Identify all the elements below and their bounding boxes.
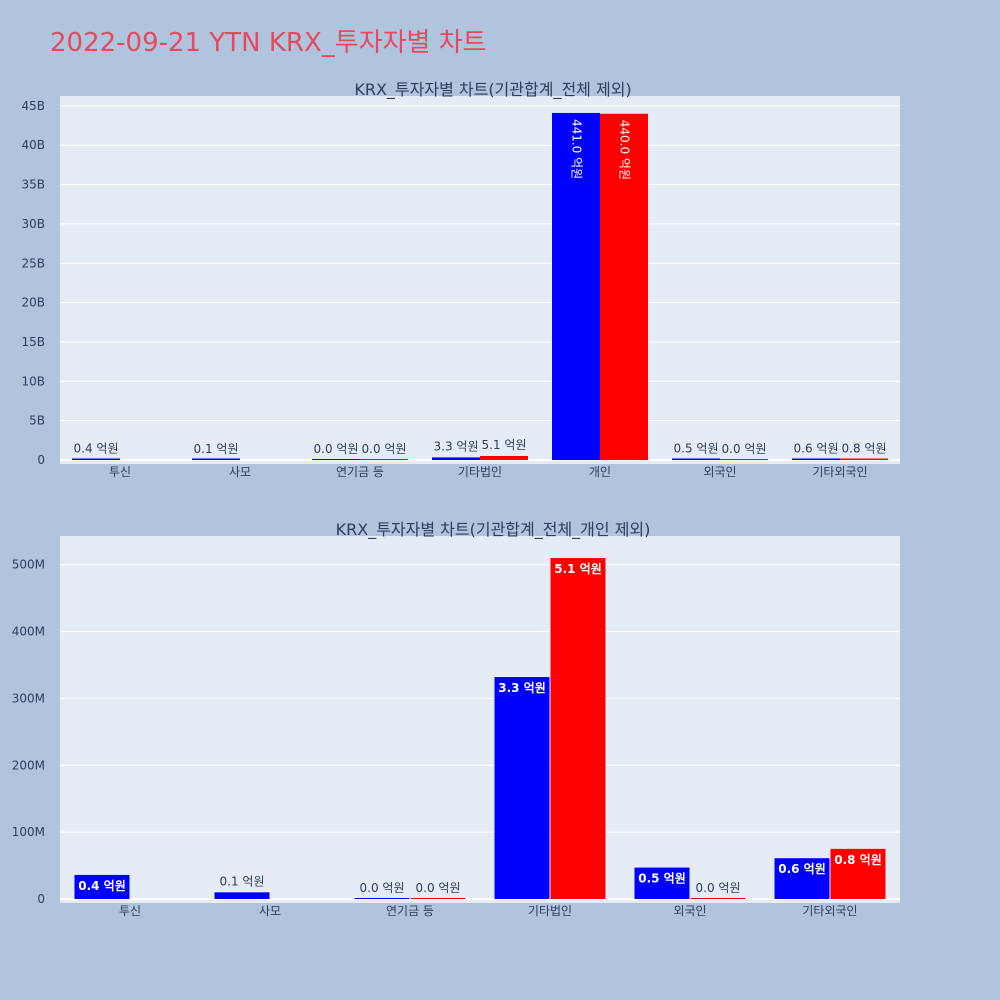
- data-label: 0.6 억원: [778, 862, 826, 876]
- y-tick-label: 0: [37, 453, 45, 467]
- data-label: 0.0 억원: [314, 442, 359, 456]
- data-label: 0.1 억원: [220, 874, 265, 888]
- x-tick-label: 투신: [119, 904, 141, 918]
- bar: [74, 874, 130, 899]
- y-tick-label: 5B: [29, 414, 45, 428]
- bar: [192, 458, 240, 460]
- data-label: 0.0 억원: [416, 881, 461, 895]
- x-tick-label: 투신: [109, 465, 131, 479]
- plot-area: [60, 96, 900, 464]
- data-label: 0.0 억원: [362, 442, 407, 456]
- bar: [480, 455, 528, 460]
- data-label: 3.3 억원: [434, 439, 479, 453]
- bar: [672, 458, 720, 460]
- bar: [360, 459, 408, 460]
- bar: [552, 112, 600, 460]
- y-tick-label: 35B: [21, 178, 45, 192]
- x-tick-label: 사모: [229, 465, 251, 479]
- x-tick-label: 기타법인: [528, 904, 572, 918]
- plot-area: [60, 536, 900, 903]
- bar: [72, 458, 120, 460]
- data-label: 0.8 억원: [834, 853, 882, 867]
- y-tick-label: 15B: [21, 335, 45, 349]
- data-label: 0.5 억원: [674, 442, 719, 456]
- page-title: 2022-09-21 YTN KRX_투자자별 차트: [50, 28, 487, 58]
- chart-2: 0 100M 200M 300M 400M 500M KRX_투자자별 차트(기관합계_전체…: [12, 520, 900, 918]
- y-tick-label: 45B: [21, 99, 45, 113]
- bar: [600, 113, 648, 460]
- data-label: 0.0 억원: [696, 881, 741, 895]
- x-tick-label: 기타법인: [458, 465, 502, 479]
- bar: [720, 459, 768, 460]
- bar: [690, 898, 746, 899]
- data-label: 0.0 억원: [360, 881, 405, 895]
- data-label: 0.4 억원: [78, 879, 126, 893]
- bar: [410, 898, 466, 899]
- y-tick-label: 0: [37, 892, 45, 906]
- y-tick-label: 20B: [21, 296, 45, 310]
- chart-title: KRX_투자자별 차트(기관합계_전체_개인 제외): [336, 520, 651, 540]
- data-label: 0.6 억원: [794, 442, 839, 456]
- y-tick-label: 30B: [21, 217, 45, 231]
- y-tick-label: 25B: [21, 256, 45, 270]
- y-tick-label: 300M: [12, 691, 45, 705]
- bar: [792, 458, 840, 460]
- y-tick-label: 400M: [12, 625, 45, 639]
- data-label: 0.0 억원: [722, 442, 767, 456]
- y-tick-label: 500M: [12, 558, 45, 572]
- chart-1: 0 5B 10B 15B 20B 25B 30B 35B 40B 45B KRX_투자자별 차트(기…: [21, 80, 900, 479]
- data-label: 5.1 억원: [482, 438, 527, 452]
- bar: [432, 457, 480, 460]
- bar: [634, 867, 690, 899]
- data-label: 0.4 억원: [74, 442, 119, 456]
- y-tick-label: 40B: [21, 138, 45, 152]
- x-tick-label: 연기금 등: [386, 904, 434, 918]
- x-tick-label: 개인: [589, 465, 611, 479]
- x-tick-label: 외국인: [703, 465, 736, 479]
- bar: [774, 858, 830, 899]
- chart-title: KRX_투자자별 차트(기관합계_전체 제외): [354, 80, 631, 100]
- x-tick-label: 외국인: [673, 904, 706, 918]
- data-label: 441.0 억원: [570, 119, 584, 179]
- data-label: 440.0 억원: [618, 120, 632, 180]
- y-tick-label: 200M: [12, 758, 45, 772]
- data-label: 0.5 억원: [638, 872, 686, 886]
- data-label: 0.8 억원: [842, 441, 887, 455]
- bar: [830, 848, 886, 899]
- x-tick-label: 사모: [259, 904, 281, 918]
- x-tick-label: 기타외국인: [812, 465, 867, 479]
- x-tick-label: 기타외국인: [802, 904, 857, 918]
- bar: [494, 677, 550, 899]
- y-tick-label: 100M: [12, 825, 45, 839]
- bar: [312, 459, 360, 460]
- x-tick-label: 연기금 등: [336, 465, 384, 479]
- data-label: 3.3 억원: [498, 681, 546, 695]
- y-tick-label: 10B: [21, 374, 45, 388]
- data-label: 0.1 억원: [194, 442, 239, 456]
- bar: [840, 458, 888, 460]
- data-label: 5.1 억원: [554, 562, 602, 576]
- bar: [214, 892, 270, 899]
- bar: [550, 558, 606, 899]
- bar: [354, 898, 410, 899]
